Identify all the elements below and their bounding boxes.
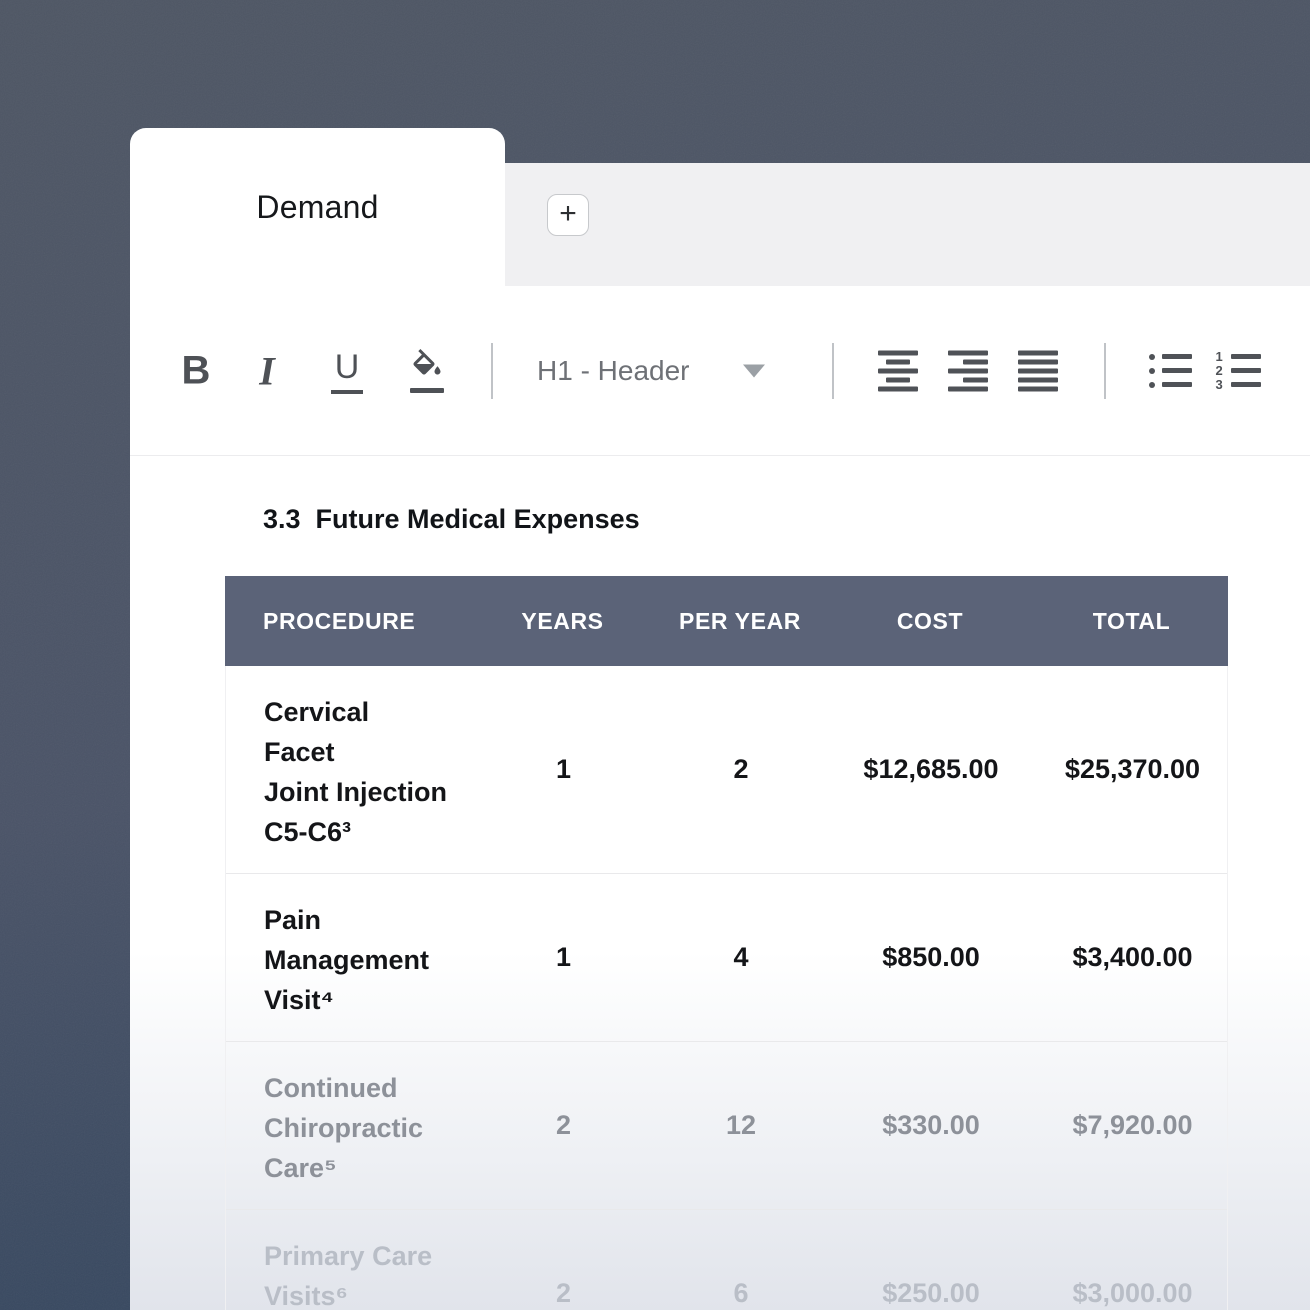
table-row: Cervical Facet Joint Injection C5-C6³ 1 … (226, 666, 1227, 873)
tab-bar: + (505, 163, 1310, 286)
editor-window: + Demand B I U H1 - Header (130, 128, 1310, 1310)
fill-color-swatch (410, 387, 444, 393)
toolbar-divider (1104, 342, 1106, 399)
paragraph-style-selector[interactable]: H1 - Header (537, 355, 717, 387)
list-digit: 2 (1215, 362, 1223, 378)
cell-cost: $12,685.00 (863, 754, 999, 784)
cell-years: 2 (555, 1110, 572, 1140)
bullet-list-button[interactable] (1144, 353, 1196, 388)
underline-button[interactable]: U (321, 348, 373, 394)
cell-years: 2 (555, 1278, 572, 1308)
toolbar-divider (491, 342, 493, 399)
chevron-down-icon (743, 364, 765, 377)
italic-button[interactable]: I (259, 348, 275, 393)
cell-cost: $850.00 (882, 942, 980, 972)
underline-label: U (330, 348, 364, 394)
cell-total: $7,920.00 (1072, 1110, 1193, 1140)
table-row: Continued Chiropractic Care⁵ 2 12 $330.0… (226, 1041, 1227, 1209)
cell-years: 1 (555, 754, 572, 784)
list-digit: 1 (1215, 348, 1223, 364)
tab-demand[interactable]: Demand (130, 128, 505, 286)
fill-color-button[interactable] (401, 348, 453, 393)
toolbar-divider (832, 342, 834, 399)
cell-cost: $250.00 (882, 1278, 980, 1308)
new-tab-button[interactable]: + (547, 194, 589, 236)
list-digit: 3 (1215, 376, 1223, 392)
cell-per-year: 6 (733, 1278, 749, 1308)
column-header-per-year: PER YEAR (679, 607, 801, 634)
numbered-list-button[interactable]: 1 2 3 (1210, 348, 1266, 392)
column-header-total: TOTAL (1092, 607, 1171, 634)
column-header-cost: COST (896, 607, 964, 634)
table-row: Primary Care Visits⁶ 2 6 $250.00 $3,000.… (226, 1209, 1227, 1310)
bullet-dot (1148, 367, 1155, 374)
cell-procedure: Continued Chiropractic Care⁵ (264, 1073, 424, 1183)
column-header-years: YEARS (521, 607, 604, 634)
column-header-procedure: PROCEDURE (263, 607, 416, 634)
bullet-dot (1148, 381, 1155, 388)
style-dropdown-button[interactable] (742, 364, 766, 377)
section-heading: 3.3 Future Medical Expenses (263, 504, 640, 534)
cell-years: 1 (555, 942, 572, 972)
cell-procedure: Cervical Facet Joint Injection C5-C6³ (264, 697, 448, 847)
cell-per-year: 12 (725, 1110, 757, 1140)
cell-total: $3,400.00 (1072, 942, 1193, 972)
paragraph-style-value: H1 - Header (537, 354, 690, 386)
formatting-toolbar: B I U H1 - Header (130, 286, 1310, 456)
align-center-button[interactable] (878, 350, 918, 391)
paint-bucket-icon (413, 348, 441, 374)
bullet-dot (1148, 353, 1155, 360)
cell-total: $3,000.00 (1072, 1278, 1193, 1308)
align-right-button[interactable] (948, 350, 988, 391)
cell-per-year: 4 (733, 942, 749, 972)
cell-procedure: Pain Management Visit⁴ (264, 905, 430, 1015)
align-justify-button[interactable] (1018, 350, 1058, 391)
tab-label: Demand (256, 188, 379, 225)
table-header-row: PROCEDURE YEARS PER YEAR COST TOTAL (225, 576, 1228, 666)
bold-button[interactable]: B (181, 348, 211, 392)
table-row: Pain Management Visit⁴ 1 4 $850.00 $3,40… (226, 873, 1227, 1041)
expenses-table: PROCEDURE YEARS PER YEAR COST TOTAL Cerv… (225, 576, 1228, 1310)
cell-per-year: 2 (733, 754, 749, 784)
document-editor-area[interactable]: 3.3 Future Medical Expenses PROCEDURE YE… (130, 456, 1310, 1310)
cell-procedure: Primary Care Visits⁶ (264, 1241, 433, 1310)
table-body: Cervical Facet Joint Injection C5-C6³ 1 … (225, 666, 1228, 1310)
cell-total: $25,370.00 (1064, 754, 1201, 784)
cell-cost: $330.00 (882, 1110, 980, 1140)
